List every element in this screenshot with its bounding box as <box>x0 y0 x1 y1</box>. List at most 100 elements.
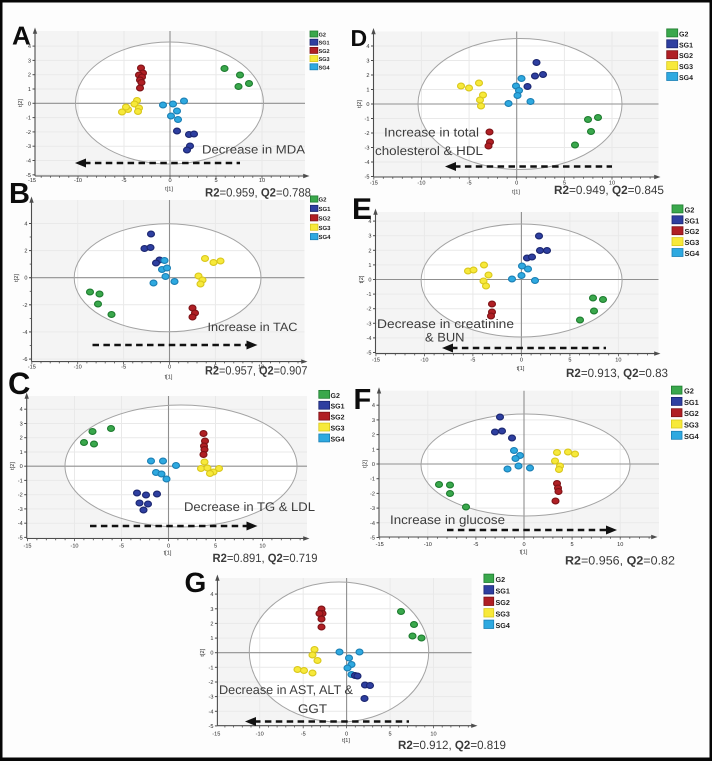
svg-text:t[2]: t[2] <box>17 99 24 107</box>
svg-text:-1: -1 <box>367 292 372 298</box>
svg-text:-1: -1 <box>365 117 370 123</box>
svg-text:-15: -15 <box>372 358 380 364</box>
svg-text:2: 2 <box>368 248 371 254</box>
svg-text:t[1]: t[1] <box>512 189 520 196</box>
svg-text:SG3: SG3 <box>319 225 332 232</box>
svg-text:5: 5 <box>214 544 217 550</box>
svg-text:0: 0 <box>20 464 23 470</box>
svg-text:-3: -3 <box>370 506 375 512</box>
svg-text:0: 0 <box>167 544 170 550</box>
svg-text:0: 0 <box>515 181 518 187</box>
svg-text:4: 4 <box>210 592 213 598</box>
svg-text:-5: -5 <box>121 365 126 371</box>
svg-text:3: 3 <box>210 607 213 613</box>
svg-text:t[1]: t[1] <box>342 737 350 744</box>
svg-text:-2: -2 <box>23 303 28 309</box>
svg-text:-10: -10 <box>70 544 78 550</box>
svg-text:-1: -1 <box>18 478 23 484</box>
svg-text:cholesterol & HDL: cholesterol & HDL <box>375 144 483 158</box>
svg-text:1: 1 <box>210 636 213 642</box>
svg-text:-5: -5 <box>467 181 472 187</box>
svg-text:G2: G2 <box>319 197 328 204</box>
svg-text:Decrease in TG & LDL: Decrease in TG & LDL <box>184 500 315 514</box>
svg-text:Increase in total: Increase in total <box>384 125 479 139</box>
svg-text:SG1: SG1 <box>679 42 693 49</box>
svg-text:4: 4 <box>368 219 371 225</box>
svg-text:t[2]: t[2] <box>356 100 363 108</box>
svg-text:t[1]: t[1] <box>165 374 173 381</box>
svg-text:D: D <box>351 25 368 51</box>
svg-text:-10: -10 <box>74 178 82 184</box>
svg-text:1: 1 <box>20 450 23 456</box>
svg-text:5: 5 <box>389 732 392 738</box>
svg-text:-5: -5 <box>26 173 31 179</box>
svg-text:G2: G2 <box>684 387 694 396</box>
svg-text:SG2: SG2 <box>319 49 330 55</box>
svg-text:-15: -15 <box>23 544 31 550</box>
svg-text:G: G <box>185 567 207 598</box>
svg-text:SG2: SG2 <box>684 409 699 418</box>
svg-text:-15: -15 <box>28 178 36 184</box>
svg-text:-15: -15 <box>370 181 378 187</box>
svg-text:-4: -4 <box>209 709 214 715</box>
svg-text:4: 4 <box>24 222 27 228</box>
svg-text:-10: -10 <box>420 358 428 364</box>
svg-text:1: 1 <box>366 88 369 94</box>
svg-text:SG2: SG2 <box>319 215 332 222</box>
svg-text:-10: -10 <box>424 542 432 548</box>
svg-text:0: 0 <box>345 732 348 738</box>
svg-text:SG3: SG3 <box>679 64 693 71</box>
svg-text:SG4: SG4 <box>684 432 700 441</box>
svg-text:t[1]: t[1] <box>520 549 528 556</box>
svg-text:Decrease in MDA: Decrease in MDA <box>202 143 305 157</box>
svg-text:0: 0 <box>366 102 369 108</box>
svg-text:10: 10 <box>617 542 623 548</box>
svg-text:SG2: SG2 <box>331 415 345 422</box>
svg-text:10: 10 <box>430 732 436 738</box>
svg-text:1: 1 <box>368 263 371 269</box>
svg-text:t[1]: t[1] <box>164 550 172 557</box>
svg-text:0: 0 <box>168 365 171 371</box>
svg-text:0: 0 <box>372 462 375 468</box>
svg-text:-15: -15 <box>376 542 384 548</box>
svg-text:R2=0.956, Q2=0.82: R2=0.956, Q2=0.82 <box>565 554 675 568</box>
svg-text:-5: -5 <box>18 535 23 541</box>
svg-text:2: 2 <box>372 433 375 439</box>
svg-text:SG4: SG4 <box>685 249 701 258</box>
svg-text:10: 10 <box>615 358 621 364</box>
svg-text:F: F <box>354 384 372 416</box>
svg-text:Increase in TAC: Increase in TAC <box>208 320 298 334</box>
svg-text:-4: -4 <box>18 521 23 527</box>
svg-text:& BUN: & BUN <box>425 330 465 344</box>
svg-text:SG3: SG3 <box>685 238 700 247</box>
svg-text:10: 10 <box>259 178 265 184</box>
svg-text:R2=0.913, Q2=0.83: R2=0.913, Q2=0.83 <box>566 366 668 380</box>
svg-text:SG1: SG1 <box>496 587 510 596</box>
svg-text:B: B <box>9 178 30 210</box>
svg-text:SG4: SG4 <box>679 75 693 82</box>
svg-text:-4: -4 <box>367 336 372 342</box>
svg-text:4: 4 <box>20 407 23 413</box>
svg-text:5: 5 <box>214 178 217 184</box>
svg-text:SG1: SG1 <box>685 216 700 225</box>
svg-text:SG1: SG1 <box>684 398 699 407</box>
svg-text:-3: -3 <box>209 695 214 701</box>
svg-text:-4: -4 <box>370 521 375 527</box>
svg-text:-15: -15 <box>212 732 220 738</box>
svg-text:-2: -2 <box>18 493 23 499</box>
svg-text:-5: -5 <box>301 732 306 738</box>
svg-text:-2: -2 <box>365 131 370 137</box>
svg-text:R2=0.891, Q2=0.719: R2=0.891, Q2=0.719 <box>213 551 318 565</box>
svg-text:4: 4 <box>28 44 31 50</box>
svg-text:5: 5 <box>568 358 571 364</box>
svg-text:10: 10 <box>259 544 265 550</box>
svg-text:t[2]: t[2] <box>358 275 365 283</box>
svg-text:-5: -5 <box>119 544 124 550</box>
svg-text:SG1: SG1 <box>319 206 332 213</box>
svg-text:R2=0.957, Q2=0.907: R2=0.957, Q2=0.907 <box>205 364 308 378</box>
svg-text:2: 2 <box>20 436 23 442</box>
svg-text:SG2: SG2 <box>685 227 700 236</box>
svg-text:t[2]: t[2] <box>9 462 16 470</box>
svg-text:-1: -1 <box>370 477 375 483</box>
svg-text:-5: -5 <box>365 175 370 181</box>
